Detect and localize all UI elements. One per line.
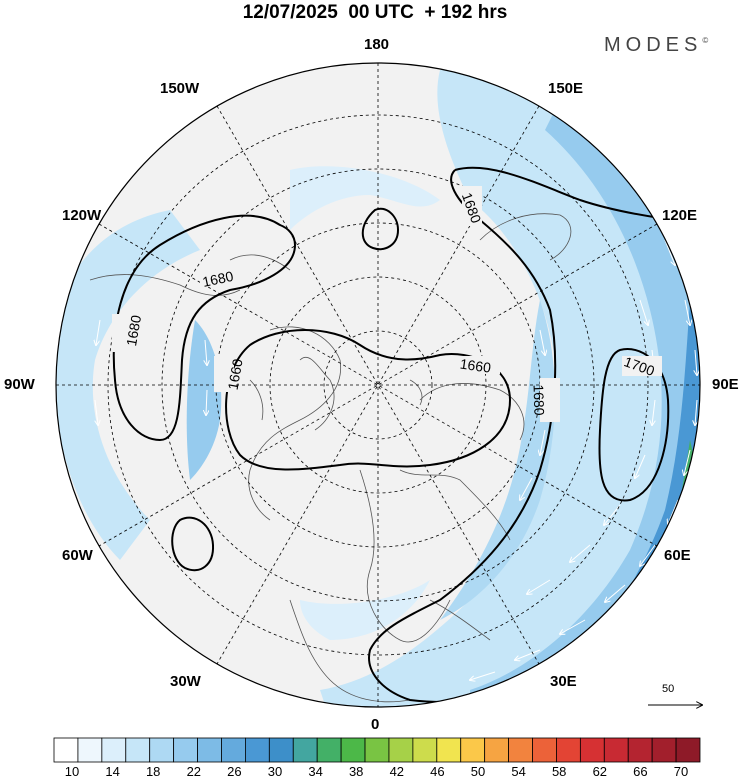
- colorbar-tick-label: 62: [592, 764, 608, 779]
- lon-label-60e: 60E: [664, 547, 691, 564]
- map-title: 12/07/2025 00 UTC + 192 hrs: [242, 2, 508, 23]
- lon-label-150e: 150E: [548, 80, 584, 97]
- lon-label-150w: 150W: [160, 80, 200, 97]
- colorbar-tick-label: 46: [430, 764, 445, 779]
- lon-label-90e: 90E: [712, 376, 739, 393]
- map-fill-layer: [56, 63, 700, 707]
- contour-small-sw: [171, 516, 215, 572]
- lon-label-60w: 60W: [62, 547, 93, 564]
- contour-label-bg: [112, 186, 662, 422]
- jet-band-atlantic: [300, 580, 430, 640]
- jet-band-pacific: [290, 166, 440, 230]
- contour-label: 1680: [201, 268, 235, 290]
- jet-band-east: [320, 68, 700, 707]
- contour-small-top: [361, 207, 400, 250]
- colorbar-tick-label: 38: [348, 764, 364, 779]
- contour-1680-east-loop: [368, 169, 557, 703]
- jet-band-inner: [440, 300, 555, 620]
- contour-1680-east: [454, 166, 661, 219]
- lon-label-30e: 30E: [550, 673, 577, 690]
- lon-label-120e: 120E: [662, 207, 698, 224]
- colorbar-tick-label: 66: [633, 764, 648, 779]
- jet-band-west-core: [186, 320, 222, 480]
- colorbar-tick-label: 10: [64, 764, 80, 779]
- contour-label: 1660: [459, 356, 492, 376]
- contour-1680-west: [112, 214, 297, 442]
- lon-label-120w: 120W: [62, 207, 102, 224]
- colorbar-tick-label: 14: [105, 764, 120, 779]
- lon-label-0: 0: [371, 716, 380, 733]
- lon-label-90w: 90W: [4, 376, 35, 393]
- wind-reference-label: 50: [662, 683, 675, 695]
- colorbar-tick-label: 42: [389, 764, 405, 779]
- contour-label: 1680: [123, 314, 144, 348]
- jet-band-west: [56, 210, 200, 560]
- lon-label-180: 180: [364, 36, 390, 53]
- colorbar-tick-label: 58: [551, 764, 567, 779]
- copyright-mark: ©: [702, 36, 709, 45]
- lon-label-30w: 30W: [170, 673, 201, 690]
- colorbar-tick-label: 34: [308, 764, 323, 779]
- colorbar-tick-label: 70: [673, 764, 689, 779]
- brand-name: MODES: [604, 34, 703, 56]
- contour-1660-inner: [225, 329, 512, 471]
- colorbar-tick-label: 54: [511, 764, 526, 779]
- map-border: [55, 62, 701, 708]
- height-contours: [112, 166, 670, 703]
- colorbar-tick-label: 26: [227, 764, 242, 779]
- colorbar-tick-label: 30: [267, 764, 283, 779]
- contour-label: 1680: [530, 384, 547, 416]
- colorbar-tick-label: 50: [470, 764, 486, 779]
- brand-logo: MODES©: [604, 34, 708, 57]
- contour-label: 1660: [225, 357, 246, 391]
- colorbar-tick-label: 22: [186, 764, 202, 779]
- colorbar-tick-label: 18: [145, 764, 161, 779]
